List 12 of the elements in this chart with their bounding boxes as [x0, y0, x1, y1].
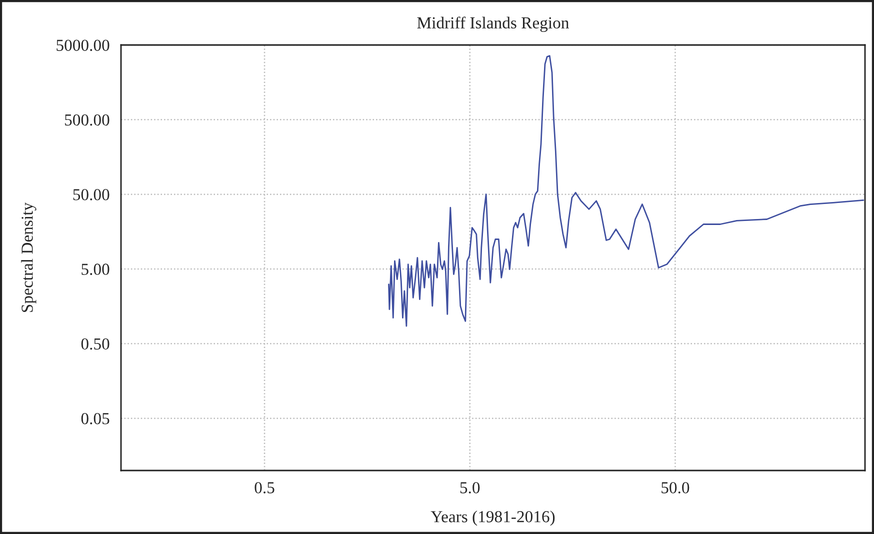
- y-tick-label: 5.00: [82, 264, 110, 276]
- x-tick-label: 0.5: [254, 482, 274, 494]
- x-tick-label: 50.0: [662, 482, 690, 494]
- y-tick-label: 0.50: [81, 338, 110, 350]
- y-tick-label: 0.05: [81, 413, 110, 424]
- x-axis-title: Years (1981-2016): [430, 510, 555, 526]
- y-tick-label: 500.00: [65, 114, 110, 126]
- chart-title: Midriff Islands Region: [417, 16, 569, 32]
- x-tick-label: 5.0: [460, 482, 480, 494]
- y-tick-label: 50.00: [73, 189, 110, 200]
- y-tick-label: 5000.00: [56, 40, 110, 52]
- y-axis-title: Spectral Density: [21, 202, 36, 312]
